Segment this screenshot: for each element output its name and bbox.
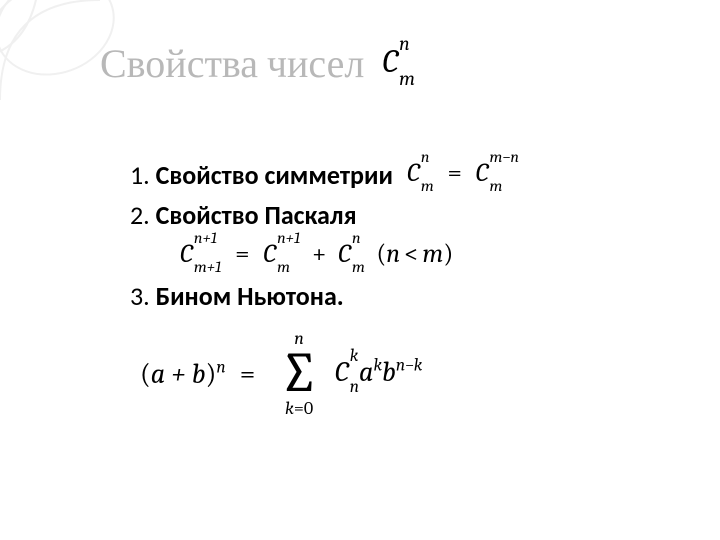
slide-title: Свойства чисел Cnm — [100, 40, 415, 87]
property-3: 3. Бином Ньютона. — [130, 280, 680, 312]
title-text: Свойства чисел — [100, 40, 364, 87]
property-2: 2. Свойство Паскаля — [130, 199, 680, 231]
content-area: 1. Свойство симметрии Cnm = Cm−nm 2. Сво… — [130, 158, 680, 418]
item-1-text: 1. Свойство симметрии — [130, 159, 393, 191]
symmetry-formula: Cnm = Cm−nm — [407, 158, 519, 191]
title-formula: Cnm — [382, 43, 415, 84]
item-2-text: 2. Свойство Паскаля — [130, 199, 357, 231]
binomial-formula: (a + b)n = n ∑ k=0 Cknakbn−k — [140, 330, 680, 418]
sigma-icon: n ∑ k=0 — [279, 330, 319, 418]
pascal-formula: Cn+1m+1 = Cn+1m + Cnm (n<m) — [180, 239, 680, 272]
binom-rhs: Cknakbn−k — [335, 356, 422, 392]
item-3-text: 3. Бином Ньютона. — [130, 280, 344, 312]
property-1: 1. Свойство симметрии Cnm = Cm−nm — [130, 158, 680, 191]
binom-lhs: (a + b)n = — [140, 358, 263, 390]
